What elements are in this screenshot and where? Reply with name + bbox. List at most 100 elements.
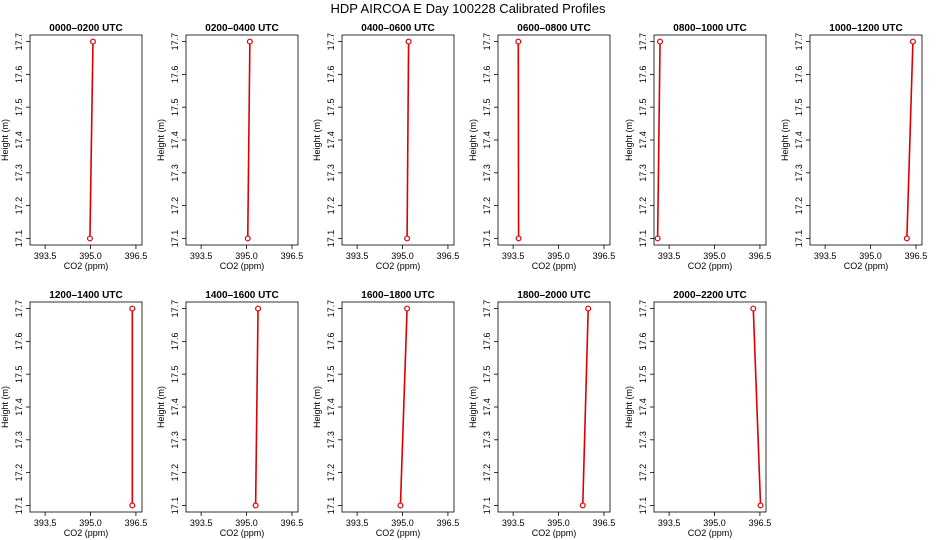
x-tick-label: 396.5 [905,251,928,261]
y-tick-label: 17.6 [326,333,336,351]
y-axis-label: Height (m) [624,119,634,161]
data-point [246,38,253,45]
y-axis-label: Height (m) [624,386,634,428]
y-tick-label: 17.1 [326,230,336,248]
data-point [579,502,586,509]
y-tick-label: 17.7 [14,300,24,318]
x-tick-label: 396.5 [281,251,304,261]
y-tick-label: 17.7 [170,300,180,318]
panel-title: 0800–1000 UTC [673,23,746,34]
x-tick-label: 396.5 [437,251,460,261]
x-tick-label: 393.5 [658,251,681,261]
y-tick-label: 17.6 [14,333,24,351]
x-tick-label: 396.5 [281,518,304,528]
y-tick-label: 17.1 [482,497,492,515]
y-tick-label: 17.6 [638,66,648,84]
panel-title: 0200–0400 UTC [205,23,278,34]
y-tick-label: 17.7 [638,33,648,51]
y-tick-label: 17.2 [14,197,24,215]
x-tick-label: 393.5 [658,518,681,528]
panel-title: 0000–0200 UTC [49,23,122,34]
panel-title: 1000–1200 UTC [829,23,902,34]
panel-title: 1600–1800 UTC [361,290,434,301]
x-tick-label: 395.0 [235,518,258,528]
data-point [404,305,411,312]
panel-title: 1800–2000 UTC [517,290,590,301]
y-tick-label: 17.4 [170,398,180,416]
y-tick-label: 17.6 [14,66,24,84]
panel-1: 0000–0200 UTC 393.5 395.0 396.5 CO2 (ppm) 17.… [0,23,147,271]
panel-7: 1200–1400 UTC 393.5 395.0 396.5 CO2 (ppm) 17.… [0,290,147,538]
data-point [129,502,136,509]
x-tick-label: 395.0 [703,251,726,261]
y-tick-label: 17.4 [794,131,804,149]
x-axis-label: CO2 (ppm) [64,261,109,271]
y-tick-label: 17.7 [170,33,180,51]
data-point [903,235,910,242]
x-tick-label: 395.0 [703,518,726,528]
y-tick-label: 17.2 [482,197,492,215]
x-tick-label: 396.5 [749,251,772,261]
x-tick-label: 395.0 [79,518,102,528]
y-tick-label: 17.4 [482,398,492,416]
y-tick-label: 17.5 [638,98,648,116]
profile-line [906,41,914,239]
data-point [654,235,661,242]
x-axis-label: CO2 (ppm) [532,528,577,538]
y-tick-label: 17.4 [326,398,336,416]
panel-title: 0600–0800 UTC [517,23,590,34]
panel-title: 0400–0600 UTC [361,23,434,34]
y-tick-label: 17.3 [482,431,492,449]
x-axis-label: CO2 (ppm) [220,261,265,271]
y-tick-label: 17.5 [794,98,804,116]
y-tick-label: 17.4 [326,131,336,149]
x-tick-label: 396.5 [125,251,148,261]
data-point [244,235,251,242]
y-tick-label: 17.3 [14,164,24,182]
panel-5: 0800–1000 UTC 393.5 395.0 396.5 CO2 (ppm) 17.… [624,23,771,271]
y-tick-label: 17.3 [170,164,180,182]
profile-line [254,308,259,506]
y-tick-label: 17.5 [482,98,492,116]
y-tick-label: 17.3 [794,164,804,182]
y-tick-label: 17.5 [170,365,180,383]
y-tick-label: 17.1 [794,230,804,248]
plot-frame [653,301,767,513]
panel-2: 0200–0400 UTC 393.5 395.0 396.5 CO2 (ppm) 17.… [156,23,303,271]
y-tick-label: 17.5 [326,98,336,116]
data-point [750,305,757,312]
y-tick-label: 17.6 [170,333,180,351]
data-point [129,305,136,312]
y-tick-label: 17.3 [326,164,336,182]
y-tick-label: 17.5 [638,365,648,383]
data-point [404,235,411,242]
y-tick-label: 17.6 [482,333,492,351]
data-point [89,38,96,45]
panel-11: 2000–2200 UTC 393.5 395.0 396.5 CO2 (ppm) 17.… [624,290,771,538]
y-tick-label: 17.7 [482,300,492,318]
x-axis-label: CO2 (ppm) [688,261,733,271]
y-tick-label: 17.2 [14,464,24,482]
x-tick-label: 396.5 [125,518,148,528]
data-point [909,38,916,45]
y-axis-label: Height (m) [156,119,166,161]
y-tick-label: 17.7 [326,300,336,318]
y-axis-label: Height (m) [468,119,478,161]
y-tick-label: 17.4 [482,131,492,149]
y-tick-label: 17.4 [638,398,648,416]
y-tick-label: 17.5 [14,365,24,383]
figure-title: HDP AIRCOA E Day 100228 Calibrated Profi… [330,1,606,16]
x-tick-label: 395.0 [547,518,570,528]
data-point [515,235,522,242]
y-tick-label: 17.7 [482,33,492,51]
plot-frame [185,34,299,246]
x-tick-label: 396.5 [437,518,460,528]
x-tick-label: 395.0 [547,251,570,261]
y-tick-label: 17.2 [326,197,336,215]
x-axis-label: CO2 (ppm) [844,261,889,271]
y-tick-label: 17.3 [638,164,648,182]
y-tick-label: 17.5 [326,365,336,383]
plot-frame [809,34,923,246]
x-axis-label: CO2 (ppm) [376,528,421,538]
y-tick-label: 17.3 [170,431,180,449]
